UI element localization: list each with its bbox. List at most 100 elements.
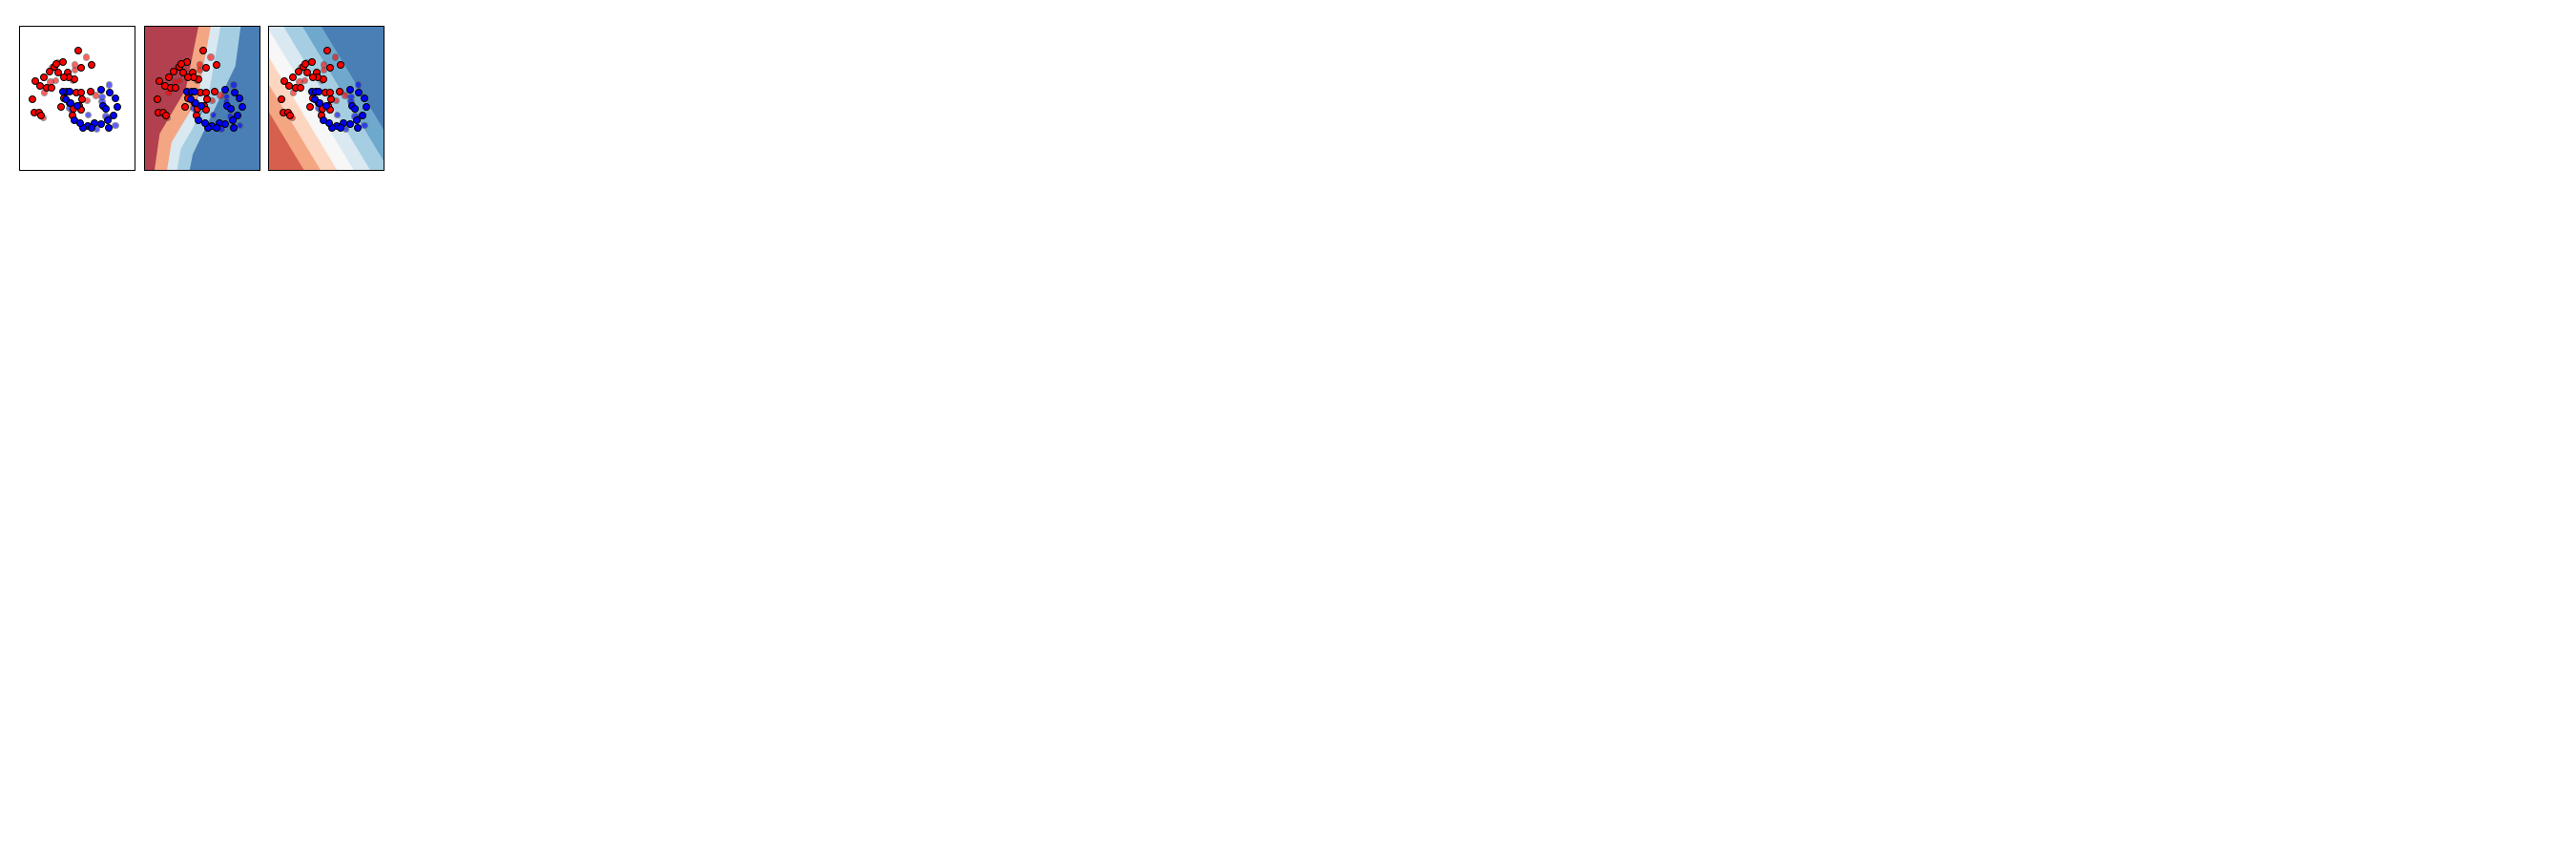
data-point-train-red [305,103,314,112]
data-point-train-red [178,69,187,77]
data-point-test-blue [209,111,217,119]
data-point-train-blue [105,124,114,133]
data-point-train-blue [236,94,244,102]
data-point-train-red [47,83,55,92]
data-point-train-blue [221,120,230,129]
data-point-test-blue [230,81,238,89]
data-point-train-red [77,63,86,72]
data-point-test-red [207,53,215,61]
data-point-train-red [198,46,207,54]
data-point-train-blue [66,87,74,95]
data-point-train-red [59,73,68,81]
data-point-train-red [164,73,173,81]
data-point-test-blue [354,81,363,89]
data-point-test-blue [334,111,342,119]
data-point-train-blue [311,95,320,103]
data-point-train-red [323,46,331,54]
data-point-train-red [37,111,46,119]
panel-moons-linear-svm [268,26,384,171]
data-point-train-blue [186,95,195,103]
data-point-train-blue [325,118,334,127]
data-point-train-blue [351,104,360,113]
data-point-train-blue [355,89,364,97]
data-point-train-red [280,76,288,85]
data-point-train-red [74,46,82,54]
data-point-train-red [212,61,220,70]
data-point-train-red [54,69,63,77]
data-point-train-blue [96,86,105,94]
data-point-train-blue [111,94,119,102]
data-point-train-blue [212,124,220,133]
data-point-train-blue [353,116,362,125]
data-point-train-red [52,59,61,68]
data-point-test-blue [105,81,114,89]
data-point-train-blue [322,101,330,110]
data-point-train-red [161,111,170,119]
data-point-train-blue [226,104,235,113]
data-point-train-blue [114,103,122,112]
data-point-train-red [153,95,161,103]
data-point-train-red [296,83,304,92]
data-point-train-red [326,63,335,72]
data-point-train-red [308,73,317,81]
data-point-train-blue [190,87,198,95]
data-point-train-blue [337,124,345,133]
data-point-train-red [77,106,86,115]
data-point-train-blue [234,111,242,119]
data-point-train-blue [360,94,368,102]
data-point-train-red [78,95,87,103]
data-point-train-blue [200,118,209,127]
data-point-train-red [303,69,312,77]
data-point-train-blue [358,111,366,119]
data-point-train-red [201,63,210,72]
data-point-train-blue [230,89,239,97]
data-point-train-blue [88,124,96,133]
data-point-train-blue [96,120,105,129]
data-point-train-red [201,106,210,115]
data-point-train-red [29,95,37,103]
data-point-train-red [156,76,164,85]
data-point-train-blue [345,86,354,94]
data-point-train-red [40,73,49,81]
data-point-train-blue [62,95,71,103]
data-point-train-red [56,103,65,112]
panel-moons-input-data [19,26,135,171]
data-point-train-blue [315,87,323,95]
data-point-train-red [211,87,219,95]
data-point-train-red [301,59,310,68]
data-point-train-red [289,73,298,81]
data-point-train-red [326,106,335,115]
data-point-train-blue [354,124,363,133]
data-point-train-red [184,73,193,81]
data-point-train-red [286,111,295,119]
data-point-train-red [181,103,190,112]
data-point-train-red [327,95,336,103]
data-point-test-red [82,53,91,61]
data-point-train-blue [197,101,206,110]
data-point-train-blue [228,116,237,125]
data-point-train-blue [238,103,246,112]
data-point-train-blue [345,120,354,129]
data-point-train-red [278,95,286,103]
data-point-test-red [52,76,59,85]
data-point-test-red [177,76,184,85]
data-point-train-blue [104,116,113,125]
data-point-train-blue [221,86,230,94]
data-point-train-red [294,68,302,76]
data-point-train-red [177,59,185,68]
data-point-train-red [337,61,345,70]
data-point-test-blue [361,121,368,130]
data-point-train-red [88,61,96,70]
panel-moons-nearest-neighbors [143,26,260,171]
data-point-train-red [45,68,53,76]
data-point-test-blue [112,121,119,130]
data-point-train-red [335,87,343,95]
data-point-train-blue [109,111,117,119]
data-point-train-blue [76,118,85,127]
data-point-test-blue [85,111,93,119]
data-point-test-red [301,76,308,85]
data-point-train-red [172,83,180,92]
data-point-train-blue [229,124,238,133]
data-point-train-blue [363,103,371,112]
